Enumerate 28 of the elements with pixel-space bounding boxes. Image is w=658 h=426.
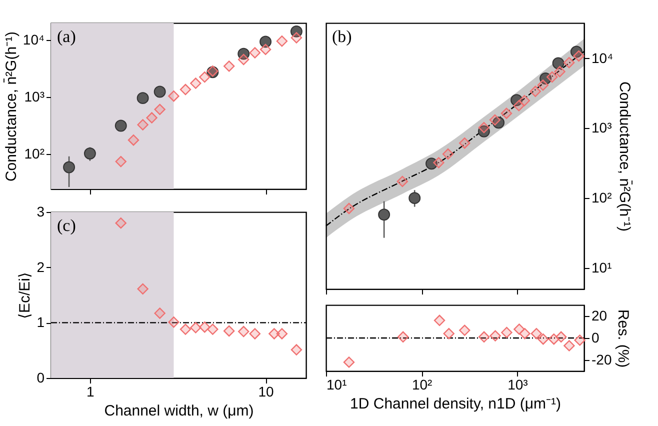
annotation: (a) (57, 27, 76, 46)
y-tick-label: 0 (36, 370, 45, 386)
y-tick-label: 10² (592, 190, 612, 206)
y-tick-label: 0 (592, 330, 600, 346)
y-tick-label: 1 (36, 314, 45, 330)
x-tick-label: 10² (412, 376, 433, 392)
y-tick-label: 10⁴ (22, 32, 44, 48)
y-tick-label: 10³ (592, 120, 612, 136)
y-axis-title: Res. (%) (614, 309, 632, 368)
y-axis-title: Conductance, n̄²G(h⁻¹) (616, 81, 634, 232)
x-axis-title: 1D Channel density, n1D (μm⁻¹) (350, 396, 561, 412)
x-axis-title: Channel width, w (μm) (104, 402, 254, 420)
annotation: (c) (57, 216, 76, 235)
x-tick-label: 1 (86, 384, 95, 400)
y-tick-label: 2 (36, 258, 45, 275)
x-tick-label: 10¹ (326, 376, 348, 392)
y-tick-label: 10² (24, 145, 45, 162)
y-tick-label: 10¹ (592, 259, 612, 276)
y-tick-label: 10³ (24, 88, 45, 104)
x-tick-label: 10³ (508, 376, 528, 392)
annotation: (b) (332, 27, 352, 46)
y-tick-label: 20 (592, 308, 608, 324)
y-tick-label: 10⁴ (592, 50, 614, 66)
y-axis-title: Conductance, n̄²G(h⁻¹) (2, 31, 20, 182)
x-tick-label: 10 (258, 384, 274, 400)
y-tick-label: 3 (36, 204, 45, 220)
y-tick-label: -20 (592, 352, 612, 368)
y-axis-title: ⟨Ec/Ei⟩ (16, 272, 34, 320)
